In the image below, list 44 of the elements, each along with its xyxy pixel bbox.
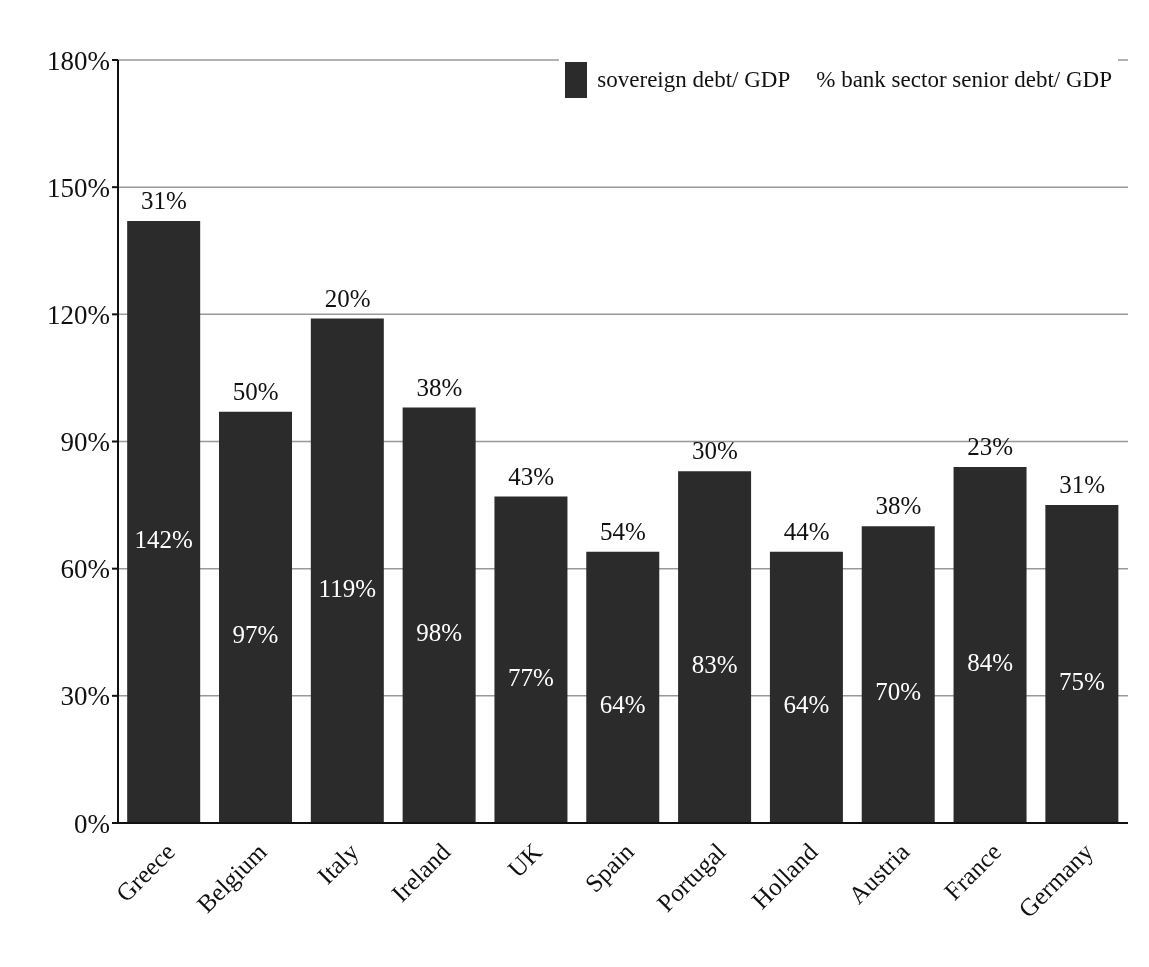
annotation: 38% — [416, 373, 463, 401]
annotation: 43% — [508, 462, 555, 490]
y-tick-label: 120% — [47, 299, 110, 330]
data-label: 83% — [691, 650, 738, 678]
bar — [494, 496, 568, 823]
annotation: 23% — [967, 432, 1014, 460]
data-label: 64% — [783, 691, 830, 719]
data-label: 77% — [508, 663, 554, 691]
data-label: 119% — [318, 574, 377, 602]
bar — [769, 551, 843, 823]
bar — [402, 407, 476, 823]
bar — [861, 526, 935, 823]
bar — [219, 411, 292, 823]
y-tick-label: 0% — [74, 808, 110, 839]
annotation: 31% — [141, 187, 187, 215]
annotation: 44% — [783, 517, 830, 545]
annotation: 38% — [875, 492, 922, 520]
x-tick-label: Italy — [312, 837, 364, 890]
data-label: 64% — [599, 691, 646, 719]
annotation: 50% — [232, 377, 279, 405]
data-label: 97% — [232, 621, 279, 649]
bar — [310, 318, 384, 823]
annotation: 54% — [600, 517, 646, 545]
data-label: 84% — [967, 648, 1013, 676]
annotation: 20% — [324, 284, 371, 312]
y-tick-label: 180% — [47, 45, 110, 76]
legend-label: sovereign debt/ GDP — [597, 67, 791, 93]
y-tick-label: 60% — [60, 554, 110, 585]
bar — [953, 466, 1027, 823]
annotation: 30% — [691, 437, 738, 465]
y-tick-label: 90% — [60, 427, 110, 458]
y-tick-label: 30% — [60, 681, 110, 712]
bar — [127, 221, 201, 823]
bar — [678, 471, 752, 823]
bar — [586, 551, 660, 823]
annotation: % bank sector senior debt/ GDP — [816, 67, 1112, 93]
data-label: 75% — [1058, 667, 1105, 695]
y-tick-label: 150% — [47, 172, 110, 203]
data-label: 98% — [416, 619, 463, 647]
x-tick-label: UK — [502, 837, 548, 883]
annotation: 31% — [1059, 471, 1106, 499]
data-label: 70% — [875, 678, 922, 706]
bar — [1045, 505, 1119, 823]
data-label: 142% — [134, 525, 193, 553]
